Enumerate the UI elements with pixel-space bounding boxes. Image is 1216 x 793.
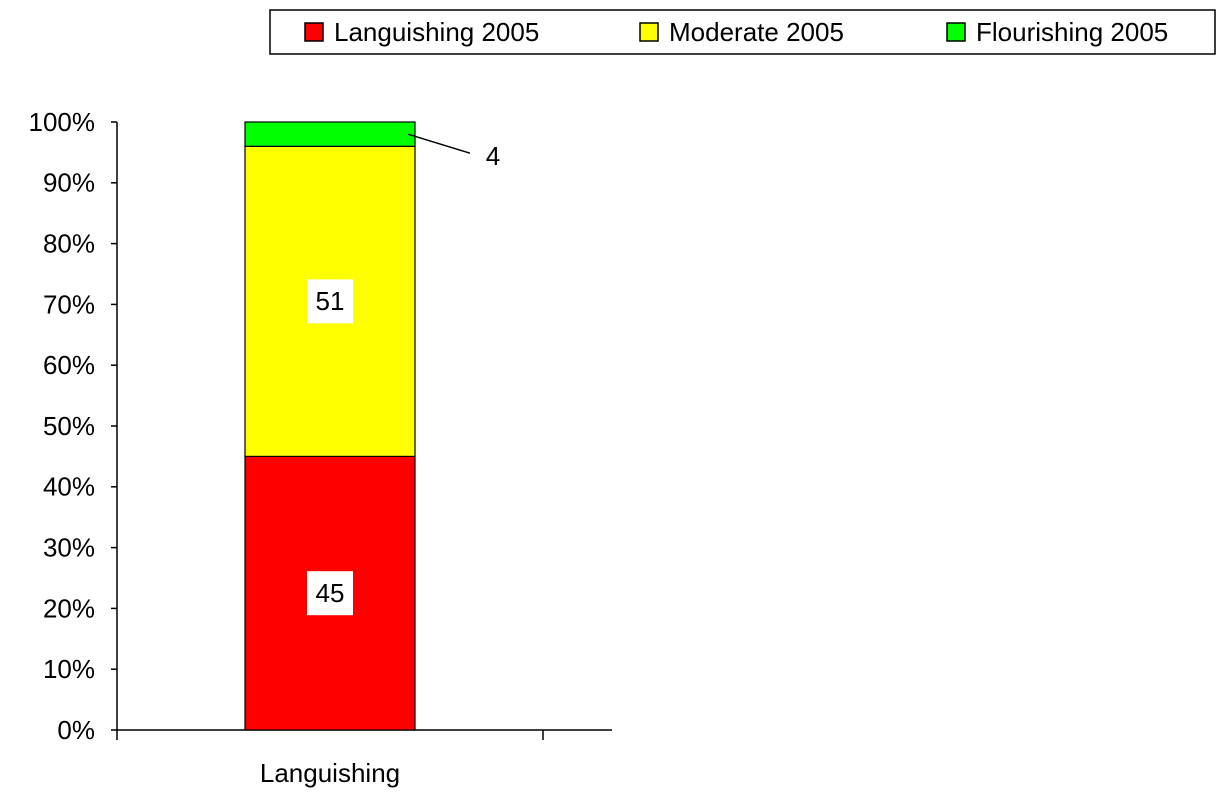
y-tick-label: 70% — [43, 289, 95, 319]
data-label: 45 — [316, 578, 345, 608]
data-label: 4 — [486, 141, 500, 171]
legend-swatch — [946, 22, 966, 42]
data-label: 51 — [316, 286, 345, 316]
leader-line — [407, 133, 471, 154]
data-label-bg — [307, 571, 353, 616]
legend-label: Moderate 2005 — [669, 17, 844, 47]
y-tick-label: 100% — [29, 107, 96, 137]
y-tick-label: 30% — [43, 532, 95, 562]
legend-label: Flourishing 2005 — [976, 17, 1168, 47]
x-tick-label: Languishing — [260, 758, 400, 788]
legend-box — [269, 9, 1216, 55]
y-tick-label: 40% — [43, 472, 95, 502]
y-tick-label: 0% — [57, 715, 95, 745]
data-label-bg — [307, 279, 353, 324]
y-tick-label: 20% — [43, 593, 95, 623]
y-tick-label: 60% — [43, 350, 95, 380]
y-tick-label: 10% — [43, 654, 95, 684]
bar-segment — [244, 121, 416, 147]
legend-label: Languishing 2005 — [334, 17, 539, 47]
y-tick-label: 50% — [43, 411, 95, 441]
legend-swatch — [304, 22, 324, 42]
y-tick-label: 80% — [43, 228, 95, 258]
y-tick-label: 90% — [43, 168, 95, 198]
legend-swatch — [639, 22, 659, 42]
